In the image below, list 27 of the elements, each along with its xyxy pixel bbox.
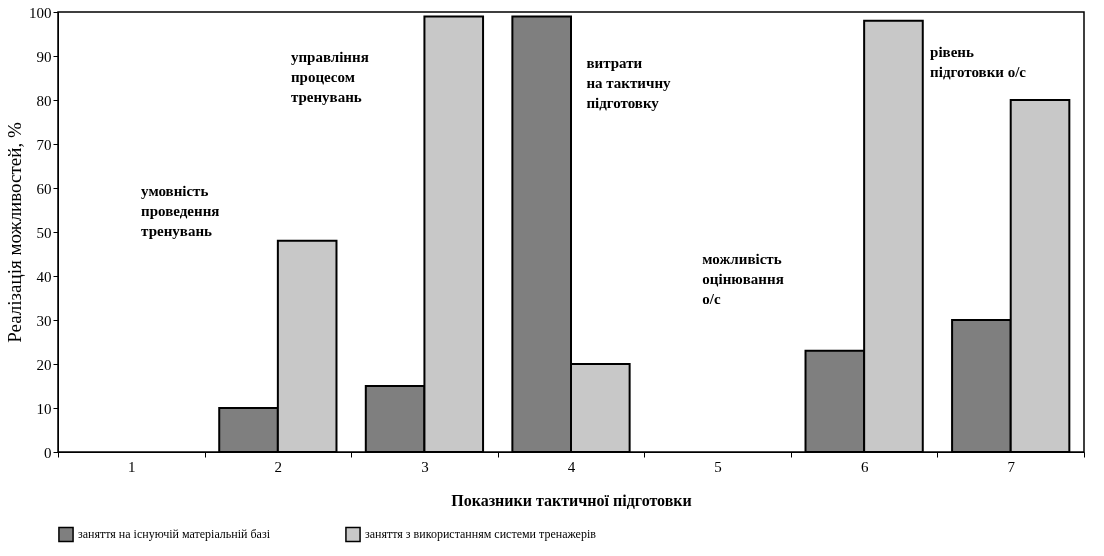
y-tick-label: 80: [36, 92, 52, 109]
legend-label: заняття з використанням системи тренажерів: [365, 527, 597, 542]
x-tick-label: 5: [714, 458, 722, 475]
x-tick-label: 4: [567, 458, 576, 475]
annotation: управління процесом тренувань: [290, 49, 369, 106]
y-tick-label: 20: [36, 356, 52, 373]
x-tick-label: 3: [421, 458, 429, 475]
annotation: витрати на тактичну підготовку: [586, 54, 672, 111]
y-tick-label: 70: [36, 136, 52, 153]
legend-label: заняття на існуючій матеріальній базі: [78, 527, 271, 542]
y-tick-label: 100: [29, 4, 52, 21]
y-tick-label: 0: [44, 444, 52, 461]
annotation: можливість оцінювання о/с: [702, 251, 784, 308]
y-axis-title: Реалізація можливостей, %: [4, 122, 25, 343]
annotation: рівень підготовки о/с: [930, 44, 1027, 80]
x-tick-label: 1: [128, 458, 136, 475]
y-tick-label: 50: [36, 224, 52, 241]
annotation: умовність проведення тренувань: [141, 182, 220, 239]
y-tick-label: 90: [36, 48, 52, 65]
y-tick-label: 60: [36, 180, 52, 197]
x-tick-label: 6: [860, 458, 869, 475]
y-tick-label: 40: [36, 268, 52, 285]
x-tick-label: 7: [1007, 458, 1016, 475]
y-tick-label: 10: [36, 400, 52, 417]
x-tick-label: 2: [274, 458, 283, 475]
y-tick-label: 30: [36, 312, 52, 329]
x-axis-title: Показники тактичної підготовки: [451, 491, 692, 509]
